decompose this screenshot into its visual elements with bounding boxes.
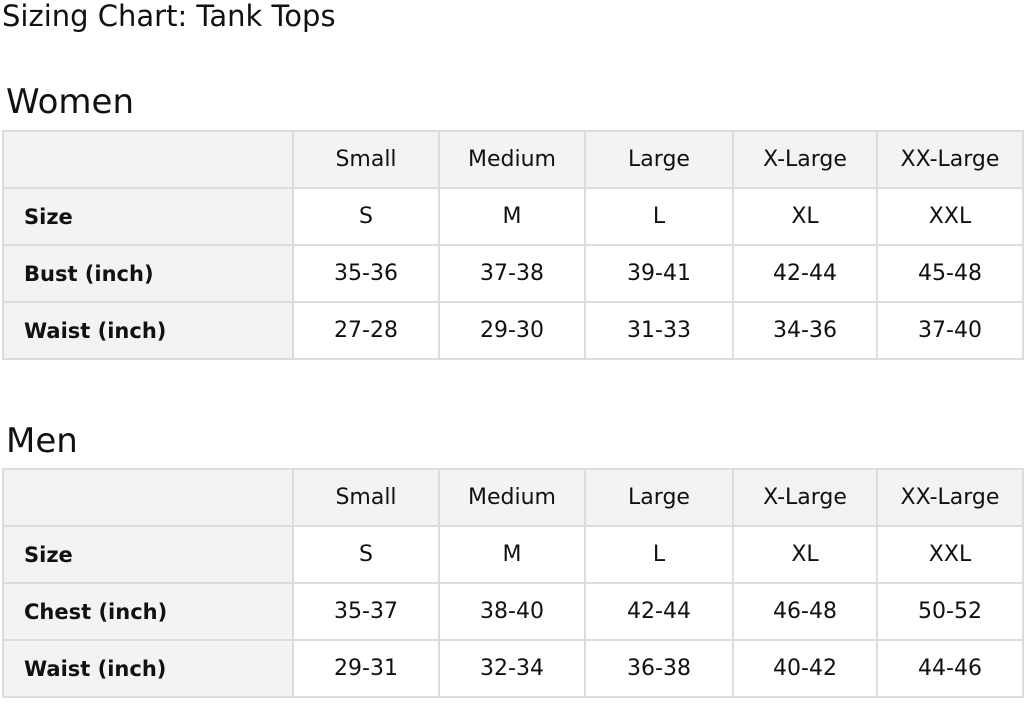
- table-cell: 29-31: [292, 639, 440, 698]
- table-cell: 39-41: [584, 244, 734, 303]
- table-cell: 40-42: [732, 639, 878, 698]
- table-cell: 32-34: [438, 639, 586, 698]
- table-cell: 46-48: [732, 582, 878, 641]
- row-label: Size: [2, 187, 294, 246]
- column-header: Large: [584, 468, 734, 527]
- table-row: Chest (inch) 35-37 38-40 42-44 46-48 50-52: [2, 582, 1024, 641]
- women-size-table: Small Medium Large X-Large XX-Large Size S M L XL…: [2, 130, 1024, 360]
- row-label: Waist (inch): [2, 301, 294, 360]
- table-cell: XL: [732, 187, 878, 246]
- women-heading: Women: [6, 82, 135, 122]
- table-cell: 31-33: [584, 301, 734, 360]
- table-cell: XL: [732, 525, 878, 584]
- row-label: Size: [2, 525, 294, 584]
- table-cell: 37-40: [876, 301, 1024, 360]
- table-cell: 34-36: [732, 301, 878, 360]
- table-row: Waist (inch) 29-31 32-34 36-38 40-42 44-46: [2, 639, 1024, 698]
- table-cell: XXL: [876, 525, 1024, 584]
- table-cell: XXL: [876, 187, 1024, 246]
- column-header: Medium: [438, 130, 586, 189]
- column-header: Small: [292, 130, 440, 189]
- row-label: Bust (inch): [2, 244, 294, 303]
- table-cell: 45-48: [876, 244, 1024, 303]
- table-cell: 29-30: [438, 301, 586, 360]
- table-cell: 42-44: [732, 244, 878, 303]
- table-cell: 27-28: [292, 301, 440, 360]
- table-cell: 35-37: [292, 582, 440, 641]
- column-header: [2, 130, 294, 189]
- table-cell: 38-40: [438, 582, 586, 641]
- column-header: Small: [292, 468, 440, 527]
- column-header: Large: [584, 130, 734, 189]
- men-heading: Men: [6, 421, 78, 461]
- row-label: Chest (inch): [2, 582, 294, 641]
- table-row: Size S M L XL XXL: [2, 187, 1024, 246]
- column-header: Medium: [438, 468, 586, 527]
- table-cell: S: [292, 187, 440, 246]
- table-cell: 37-38: [438, 244, 586, 303]
- men-size-table: Small Medium Large X-Large XX-Large Size S M L XL…: [2, 468, 1024, 698]
- page-title: Sizing Chart: Tank Tops: [2, 0, 336, 33]
- table-cell: M: [438, 525, 586, 584]
- table-cell: L: [584, 525, 734, 584]
- header-row: Small Medium Large X-Large XX-Large: [2, 468, 1024, 527]
- row-label: Waist (inch): [2, 639, 294, 698]
- table-row: Size S M L XL XXL: [2, 525, 1024, 584]
- column-header: X-Large: [732, 468, 878, 527]
- column-header: XX-Large: [876, 130, 1024, 189]
- column-header: XX-Large: [876, 468, 1024, 527]
- table-cell: 36-38: [584, 639, 734, 698]
- column-header: X-Large: [732, 130, 878, 189]
- table-cell: 50-52: [876, 582, 1024, 641]
- table-cell: M: [438, 187, 586, 246]
- column-header: [2, 468, 294, 527]
- header-row: Small Medium Large X-Large XX-Large: [2, 130, 1024, 189]
- table-cell: 42-44: [584, 582, 734, 641]
- table-cell: L: [584, 187, 734, 246]
- table-cell: 35-36: [292, 244, 440, 303]
- table-row: Bust (inch) 35-36 37-38 39-41 42-44 45-48: [2, 244, 1024, 303]
- table-row: Waist (inch) 27-28 29-30 31-33 34-36 37-40: [2, 301, 1024, 360]
- table-cell: 44-46: [876, 639, 1024, 698]
- table-cell: S: [292, 525, 440, 584]
